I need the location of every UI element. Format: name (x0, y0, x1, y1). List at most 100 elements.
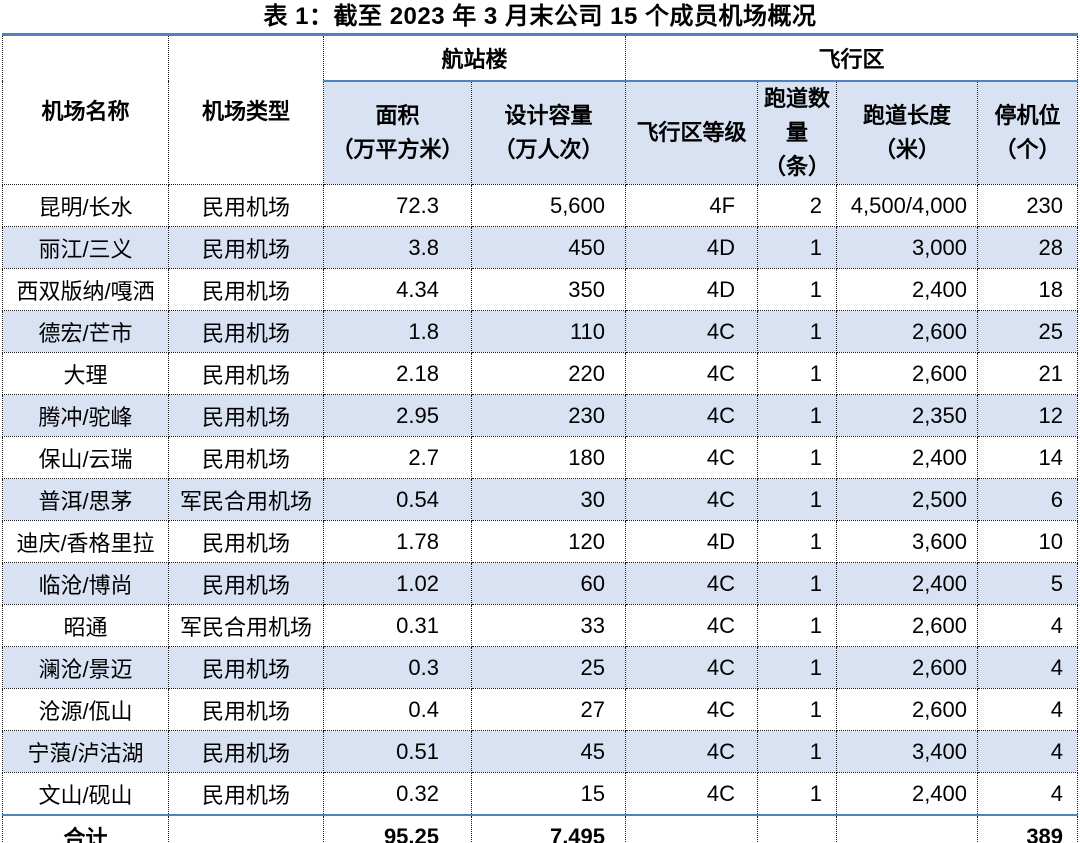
total-runway-count (757, 814, 838, 843)
table-row: 临沧/博尚 民用机场 1.02 60 4C 1 2,400 5 (2, 562, 1079, 606)
cell-design-capacity: 350 (470, 268, 627, 312)
cell-runway-count: 1 (757, 268, 838, 312)
table-row: 迪庆/香格里拉 民用机场 1.78 120 4D 1 3,600 10 (2, 520, 1079, 564)
cell-airport-type: 民用机场 (168, 730, 324, 774)
cell-area: 2.18 (323, 352, 472, 396)
cell-stands: 4 (977, 730, 1079, 774)
table-header: 机场名称 机场类型 航站楼 飞行区 面积 （万平方米） 设计容量 （万人次） 飞… (2, 32, 1079, 186)
cell-runway-count: 1 (757, 394, 838, 438)
col-header-runway-count: 跑道数量 （条） (757, 80, 838, 186)
cell-airport-type: 民用机场 (168, 646, 324, 690)
cell-airport-name: 昆明/长水 (2, 184, 169, 228)
col-header-design-capacity: 设计容量 （万人次） (470, 80, 627, 186)
table-row: 沧源/佤山 民用机场 0.4 27 4C 1 2,600 4 (2, 688, 1079, 732)
table-row: 保山/云瑞 民用机场 2.7 180 4C 1 2,400 14 (2, 436, 1079, 480)
cell-area: 1.02 (323, 562, 472, 606)
cell-airport-type: 民用机场 (168, 310, 324, 354)
cell-airfield-grade: 4D (625, 268, 759, 312)
cell-design-capacity: 180 (470, 436, 627, 480)
header-group-row: 机场名称 机场类型 航站楼 飞行区 (2, 32, 1079, 186)
col-header-stands: 停机位 （个） (977, 80, 1079, 186)
cell-airport-name: 大理 (2, 352, 169, 396)
cell-airfield-grade: 4C (625, 646, 759, 690)
cell-runway-length: 3,600 (836, 520, 979, 564)
total-label: 合计 (2, 814, 169, 843)
cell-stands: 4 (977, 604, 1079, 648)
cell-runway-length: 2,600 (836, 310, 979, 354)
cell-runway-length: 2,400 (836, 436, 979, 480)
cell-airport-name: 迪庆/香格里拉 (2, 520, 169, 564)
cell-runway-count: 1 (757, 772, 838, 816)
table-row: 德宏/芒市 民用机场 1.8 110 4C 1 2,600 25 (2, 310, 1079, 354)
total-area: 95.25 (323, 814, 472, 843)
cell-airport-type: 民用机场 (168, 268, 324, 312)
cell-stands: 18 (977, 268, 1079, 312)
table-row: 大理 民用机场 2.18 220 4C 1 2,600 21 (2, 352, 1079, 396)
cell-airfield-grade: 4C (625, 436, 759, 480)
cell-stands: 230 (977, 184, 1079, 228)
cell-stands: 21 (977, 352, 1079, 396)
cell-area: 0.31 (323, 604, 472, 648)
cell-airfield-grade: 4D (625, 520, 759, 564)
cell-runway-length: 2,600 (836, 688, 979, 732)
cell-design-capacity: 230 (470, 394, 627, 438)
cell-area: 0.4 (323, 688, 472, 732)
cell-design-capacity: 25 (470, 646, 627, 690)
cell-airport-name: 普洱/思茅 (2, 478, 169, 522)
cell-airfield-grade: 4C (625, 688, 759, 732)
cell-stands: 28 (977, 226, 1079, 270)
cell-airport-name: 德宏/芒市 (2, 310, 169, 354)
cell-runway-length: 2,600 (836, 646, 979, 690)
cell-airport-name: 西双版纳/嘎洒 (2, 268, 169, 312)
cell-runway-count: 1 (757, 688, 838, 732)
cell-airport-name: 澜沧/景迈 (2, 646, 169, 690)
cell-stands: 4 (977, 688, 1079, 732)
cell-stands: 12 (977, 394, 1079, 438)
col-header-airfield-grade: 飞行区等级 (625, 80, 759, 186)
cell-stands: 5 (977, 562, 1079, 606)
cell-runway-count: 1 (757, 730, 838, 774)
cell-area: 1.78 (323, 520, 472, 564)
total-stands: 389 (977, 814, 1079, 843)
table-row: 丽江/三义 民用机场 3.8 450 4D 1 3,000 28 (2, 226, 1079, 270)
cell-airport-type: 民用机场 (168, 352, 324, 396)
cell-runway-length: 2,400 (836, 268, 979, 312)
cell-runway-length: 2,600 (836, 604, 979, 648)
cell-runway-count: 1 (757, 310, 838, 354)
cell-airfield-grade: 4D (625, 226, 759, 270)
cell-design-capacity: 110 (470, 310, 627, 354)
table-row: 西双版纳/嘎洒 民用机场 4.34 350 4D 1 2,400 18 (2, 268, 1079, 312)
cell-airport-type: 民用机场 (168, 226, 324, 270)
table-row: 昆明/长水 民用机场 72.3 5,600 4F 2 4,500/4,000 2… (2, 184, 1079, 228)
table-row: 澜沧/景迈 民用机场 0.3 25 4C 1 2,600 4 (2, 646, 1079, 690)
cell-airport-name: 临沧/博尚 (2, 562, 169, 606)
table-row: 宁蒗/泸沽湖 民用机场 0.51 45 4C 1 3,400 4 (2, 730, 1079, 774)
cell-airport-name: 保山/云瑞 (2, 436, 169, 480)
col-header-runway-length: 跑道长度 （米） (836, 80, 979, 186)
cell-airfield-grade: 4C (625, 394, 759, 438)
cell-airport-type: 民用机场 (168, 688, 324, 732)
cell-stands: 4 (977, 646, 1079, 690)
cell-area: 72.3 (323, 184, 472, 228)
cell-area: 0.51 (323, 730, 472, 774)
total-design-capacity: 7,495 (470, 814, 627, 843)
cell-runway-length: 2,600 (836, 352, 979, 396)
cell-area: 0.32 (323, 772, 472, 816)
cell-area: 0.54 (323, 478, 472, 522)
cell-runway-count: 1 (757, 604, 838, 648)
cell-airport-type: 军民合用机场 (168, 604, 324, 648)
cell-design-capacity: 60 (470, 562, 627, 606)
col-group-terminal: 航站楼 (322, 33, 627, 82)
cell-airport-type: 民用机场 (168, 520, 324, 564)
cell-stands: 10 (977, 520, 1079, 564)
cell-area: 2.7 (323, 436, 472, 480)
cell-area: 0.3 (323, 646, 472, 690)
cell-runway-count: 1 (757, 226, 838, 270)
cell-airfield-grade: 4C (625, 604, 759, 648)
cell-airport-name: 文山/砚山 (2, 772, 169, 816)
table-row: 普洱/思茅 军民合用机场 0.54 30 4C 1 2,500 6 (2, 478, 1079, 522)
cell-runway-length: 2,400 (836, 562, 979, 606)
cell-design-capacity: 120 (470, 520, 627, 564)
cell-runway-length: 2,400 (836, 772, 979, 816)
cell-airfield-grade: 4C (625, 772, 759, 816)
